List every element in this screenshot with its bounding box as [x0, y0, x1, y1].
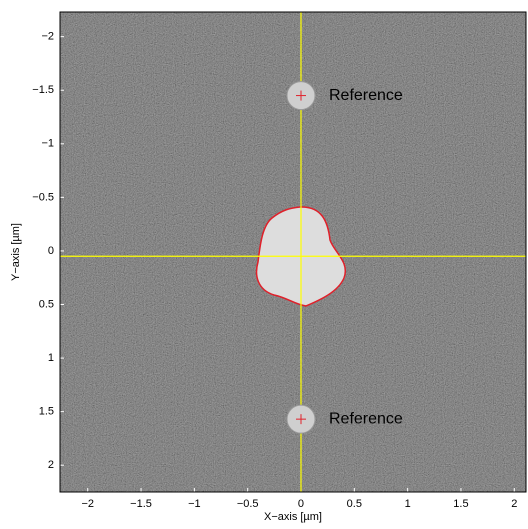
x-tick-label: −2 [81, 498, 94, 510]
x-tick-label: −1.5 [130, 498, 152, 510]
y-tick-label: 1 [48, 352, 54, 364]
x-axis-label: X−axis [µm] [264, 511, 322, 523]
plot-frame [59, 11, 527, 493]
x-tick-label: 2 [511, 498, 517, 510]
reference-label: Reference [329, 410, 403, 427]
x-tick-label: −1 [188, 498, 201, 510]
x-tick-label: 1.5 [453, 498, 468, 510]
y-tick-label: 0.5 [39, 298, 54, 310]
reference-label: Reference [329, 87, 403, 104]
y-tick-label: 1.5 [39, 406, 54, 418]
y-tick-label: −1 [41, 138, 54, 150]
x-tick-label: −0.5 [237, 498, 259, 510]
y-tick-label: −1.5 [32, 84, 54, 96]
y-tick-label: 2 [48, 459, 54, 471]
x-tick-label: 0 [298, 498, 304, 510]
y-axis-label: Y−axis [µm] [10, 223, 22, 281]
y-tick-label: 0 [48, 245, 54, 257]
x-tick-label: 1 [405, 498, 411, 510]
y-tick-label: −0.5 [32, 191, 54, 203]
y-tick-label: −2 [41, 31, 54, 43]
x-tick-label: 0.5 [347, 498, 362, 510]
